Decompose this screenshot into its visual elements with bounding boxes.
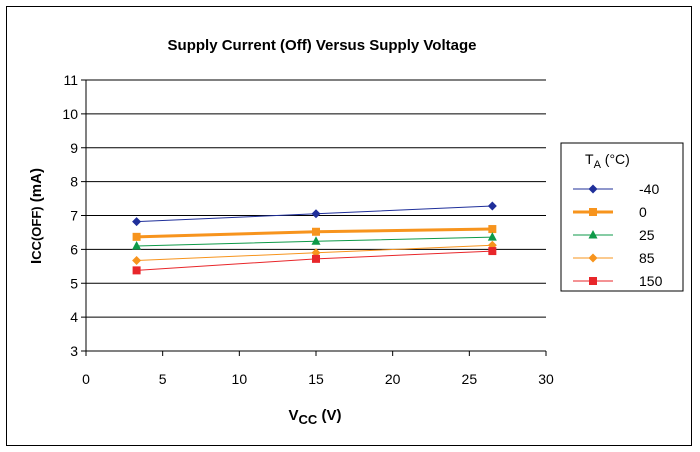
legend-marker	[589, 208, 597, 216]
y-tick-label: 7	[70, 208, 78, 224]
legend-label: 25	[639, 227, 655, 243]
legend-item--40: -40	[573, 181, 659, 197]
legend-title-sub: A	[594, 159, 602, 171]
x-tick-label: 20	[385, 371, 401, 387]
data-point-25	[311, 236, 321, 245]
y-tick-label: 9	[70, 140, 78, 156]
series-150	[132, 247, 497, 275]
legend-item-0: 0	[573, 204, 647, 220]
data-point--40	[487, 201, 497, 211]
series-85	[132, 240, 497, 266]
legend-label: 150	[639, 273, 663, 289]
axes	[81, 79, 547, 356]
y-tick-labels: 3 4 5 6 7 8 9 10 11	[62, 72, 78, 359]
series-0	[132, 225, 497, 241]
y-tick-label: 8	[70, 174, 78, 190]
legend-box	[560, 142, 684, 292]
data-point-85	[311, 248, 321, 258]
x-axis-label-sub: CC	[299, 412, 318, 427]
x-tick-labels: 0 5 10 15 20 25 30	[82, 371, 554, 387]
data-point-150	[132, 266, 141, 275]
legend-marker	[588, 184, 598, 194]
x-tick-label: 30	[538, 371, 554, 387]
legend-label: 0	[639, 204, 647, 220]
data-point-0	[312, 227, 320, 236]
legend-label: -40	[639, 181, 659, 197]
y-axis-label-unit: (mA)	[28, 168, 45, 206]
data-point-25	[132, 240, 142, 250]
y-axis-label-sub: CC(OFF)	[29, 206, 44, 259]
legend-marker	[588, 230, 598, 239]
data-point-25	[487, 232, 497, 241]
legend-label: 85	[639, 250, 655, 266]
y-tick-label: 4	[70, 309, 78, 325]
legend-item-85: 85	[573, 250, 655, 266]
series-25	[132, 232, 497, 250]
legend-marker	[588, 253, 598, 263]
x-tick-label: 25	[462, 371, 478, 387]
legend-marker	[589, 277, 597, 285]
y-tick-label: 11	[63, 72, 78, 88]
legend: TA (°C) -40 0 25 85 150	[560, 142, 684, 292]
y-tick-label: 10	[62, 106, 78, 122]
y-tick-label: 6	[70, 241, 78, 257]
y-tick-label: 5	[70, 275, 78, 291]
x-axis-label: VCC (V)	[289, 407, 342, 427]
data-point--40	[311, 209, 321, 219]
y-axis-label-main: I	[28, 260, 45, 264]
x-tick-label: 0	[82, 371, 90, 387]
legend-item-150: 150	[573, 273, 663, 289]
data-point-0	[132, 232, 141, 241]
series--40	[132, 201, 497, 227]
legend-title-main: T	[585, 151, 594, 167]
legend-item-25: 25	[573, 227, 655, 243]
x-tick-label: 5	[159, 371, 167, 387]
legend-items: -40 0 25 85 150	[573, 181, 663, 289]
x-axis-label-main: V	[289, 407, 299, 424]
data-point-150	[312, 254, 320, 263]
y-axis-label: ICC(OFF) (mA)	[28, 168, 45, 264]
data-point-0	[488, 225, 497, 234]
legend-title-unit: (°C)	[601, 151, 630, 167]
series-group	[132, 201, 497, 275]
legend-title: TA (°C)	[585, 151, 630, 171]
x-axis-label-unit: (V)	[317, 407, 341, 424]
chart-title: Supply Current (Off) Versus Supply Volta…	[168, 37, 477, 54]
data-point--40	[132, 217, 142, 227]
data-point-150	[488, 247, 497, 256]
grid-lines	[86, 79, 546, 318]
x-tick-label: 15	[308, 371, 324, 387]
data-point-85	[132, 256, 142, 266]
y-tick-label: 3	[70, 343, 78, 359]
x-tick-label: 10	[232, 371, 248, 387]
